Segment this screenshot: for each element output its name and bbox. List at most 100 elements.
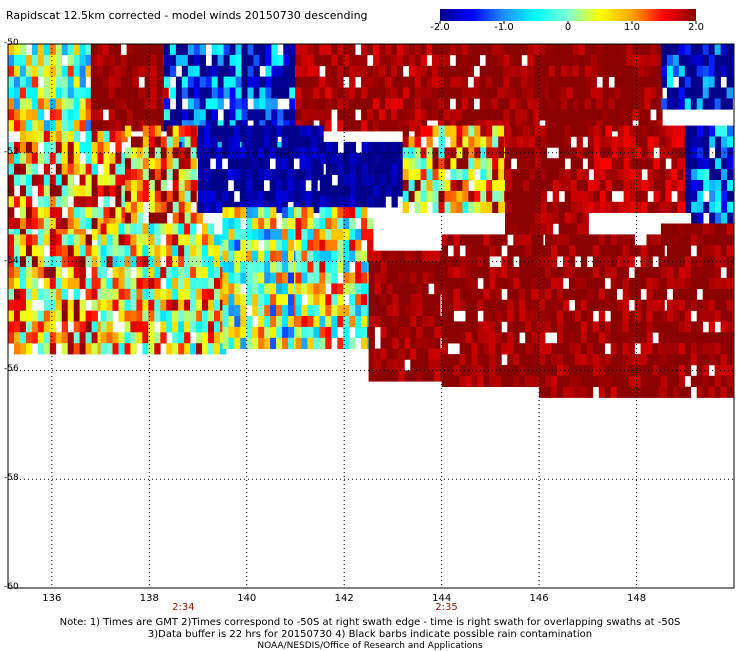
wind-difference-cell	[204, 158, 211, 170]
wind-difference-cell	[49, 196, 57, 208]
wind-difference-cell	[498, 125, 505, 137]
wind-difference-cell	[628, 245, 635, 257]
wind-difference-cell	[202, 288, 209, 300]
wind-difference-cell	[486, 190, 493, 203]
wind-difference-cell	[501, 310, 508, 322]
wind-difference-cell	[666, 76, 674, 88]
wind-difference-cell	[252, 294, 259, 306]
wind-difference-cell	[190, 147, 197, 159]
wind-difference-cell	[548, 54, 556, 67]
wind-difference-cell	[685, 201, 692, 213]
wind-difference-cell	[214, 321, 221, 333]
wind-difference-cell	[527, 44, 534, 56]
wind-difference-cell	[696, 332, 703, 344]
wind-difference-cell	[580, 321, 588, 333]
wind-difference-cell	[156, 44, 163, 56]
wind-difference-cell	[43, 98, 51, 110]
wind-difference-cell	[184, 234, 191, 246]
wind-difference-cell	[426, 109, 434, 121]
wind-difference-cell	[172, 147, 179, 159]
wind-difference-cell	[138, 44, 145, 56]
wind-difference-cell	[677, 180, 684, 192]
wind-difference-cell	[43, 131, 51, 143]
wind-difference-cell	[659, 147, 666, 159]
wind-difference-cell	[438, 169, 445, 181]
wind-difference-cell	[385, 185, 392, 197]
wind-difference-cell	[301, 44, 308, 56]
wind-difference-cell	[391, 54, 398, 67]
wind-difference-cell	[715, 147, 722, 159]
wind-difference-cell	[37, 267, 45, 279]
wind-difference-cell	[156, 109, 163, 121]
wind-difference-cell	[732, 76, 734, 88]
wind-difference-cell	[374, 316, 381, 328]
wind-difference-cell	[461, 98, 469, 110]
wind-difference-cell	[666, 365, 674, 377]
wind-difference-cell	[592, 321, 600, 333]
wind-difference-cell	[492, 169, 499, 181]
wind-difference-cell	[319, 207, 326, 219]
wind-difference-cell	[632, 76, 639, 88]
wind-difference-cell	[130, 310, 137, 322]
wind-difference-cell	[49, 288, 57, 300]
wind-difference-cell	[721, 201, 728, 213]
wind-difference-cell	[55, 256, 63, 268]
wind-difference-cell	[653, 136, 660, 148]
wind-difference-cell	[696, 267, 703, 279]
wind-difference-cell	[301, 250, 308, 262]
wind-difference-cell	[398, 316, 405, 328]
wind-difference-cell	[100, 288, 107, 300]
wind-difference-cell	[374, 250, 381, 262]
wind-difference-cell	[666, 299, 674, 311]
wind-difference-cell	[628, 332, 635, 344]
wind-difference-cell	[531, 310, 538, 322]
wind-difference-cell	[414, 87, 422, 99]
chart-title: Rapidscat 12.5km corrected - model winds…	[6, 9, 368, 22]
wind-difference-cell	[568, 321, 576, 333]
wind-difference-cell	[130, 169, 138, 181]
wind-difference-cell	[198, 125, 205, 137]
wind-difference-cell	[708, 343, 715, 355]
colorbar-tick-label: -1.0	[494, 22, 514, 33]
wind-difference-cell	[19, 109, 27, 121]
wind-difference-cell	[732, 267, 734, 279]
wind-difference-cell	[540, 223, 548, 235]
wind-difference-cell	[503, 76, 510, 88]
wind-difference-cell	[646, 288, 653, 300]
wind-difference-cell	[696, 375, 703, 387]
wind-difference-cell	[337, 163, 344, 175]
wind-difference-cell	[355, 174, 362, 186]
wind-difference-cell	[205, 76, 212, 88]
wind-difference-cell	[513, 277, 520, 290]
wind-difference-cell	[190, 321, 197, 333]
wind-difference-cell	[443, 54, 451, 67]
wind-difference-cell	[227, 158, 235, 170]
wind-difference-cell	[175, 54, 183, 67]
wind-difference-cell	[154, 158, 162, 170]
wind-difference-cell	[602, 54, 609, 67]
wind-difference-cell	[270, 326, 277, 339]
wind-difference-cell	[175, 87, 183, 99]
wind-difference-cell	[160, 136, 168, 148]
wind-difference-cell	[349, 229, 356, 241]
wind-difference-cell	[459, 365, 466, 377]
wind-difference-cell	[404, 316, 411, 328]
wind-difference-cell	[14, 76, 21, 88]
wind-difference-cell	[474, 158, 481, 170]
wind-difference-cell	[602, 109, 609, 121]
wind-difference-cell	[169, 65, 177, 77]
wind-difference-cell	[319, 326, 326, 339]
wind-difference-cell	[666, 343, 674, 355]
wind-difference-cell	[325, 326, 332, 339]
wind-difference-cell	[610, 245, 617, 257]
wind-difference-cell	[485, 54, 492, 67]
wind-difference-cell	[196, 234, 203, 246]
wind-difference-cell	[199, 44, 206, 56]
wind-difference-cell	[572, 76, 579, 88]
wind-difference-cell	[462, 201, 469, 213]
wind-difference-cell	[343, 109, 350, 121]
wind-difference-cell	[666, 310, 674, 322]
wind-difference-cell	[208, 267, 215, 279]
wind-difference-cell	[568, 277, 576, 290]
wind-difference-cell	[696, 310, 703, 322]
